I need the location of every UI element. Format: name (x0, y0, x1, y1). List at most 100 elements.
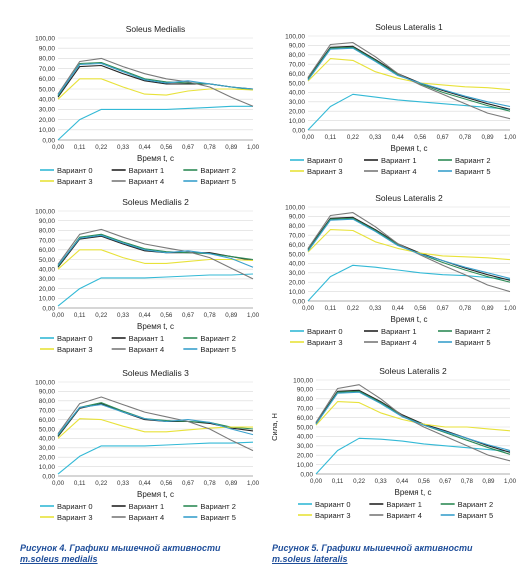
y-tick-label: 50,00 (289, 251, 306, 258)
x-tick-label: 0,22 (95, 312, 108, 319)
x-tick-label: 0,00 (52, 480, 65, 487)
legend-label: Вариант 5 (200, 345, 236, 354)
caption-figure-5-line1: Рисунок 5. Графики мышечной активности (272, 543, 473, 553)
x-tick-label: 0,78 (204, 480, 217, 487)
y-tick-label: 70,00 (39, 237, 56, 244)
y-tick-label: 60,00 (39, 417, 56, 424)
x-tick-label: 0,67 (437, 305, 450, 312)
y-tick-label: 60,00 (289, 242, 306, 249)
series-line (307, 45, 511, 110)
x-tick-label: 0,89 (482, 478, 495, 485)
series-line (307, 264, 511, 302)
y-tick-label: 100,00 (285, 204, 305, 211)
x-tick-label: 0,11 (325, 134, 337, 141)
y-tick-label: 20,00 (39, 455, 56, 462)
legend-label: Вариант 2 (200, 166, 236, 175)
y-tick-label: 10,00 (289, 118, 306, 125)
y-tick-label: 80,00 (39, 228, 56, 235)
x-tick-label: 0,33 (117, 480, 130, 487)
y-tick-label: 60,00 (39, 247, 56, 254)
legend-label: Вариант 4 (129, 345, 165, 354)
y-tick-label: 100,00 (35, 35, 55, 42)
y-tick-label: 50,00 (297, 424, 314, 431)
y-tick-label: 20,00 (39, 286, 56, 293)
x-tick-label: 0,00 (52, 144, 65, 151)
y-tick-label: 50,00 (39, 426, 56, 433)
y-tick-label: 100,00 (285, 33, 305, 40)
legend-label: Вариант 4 (381, 338, 417, 347)
x-tick-label: 0,33 (369, 305, 382, 312)
chart-soleus-lateralis-2: Soleus Lateralis 2 0,00 10,00 20,00 30,00 40,… (285, 193, 516, 347)
legend-label: Вариант 3 (57, 513, 93, 522)
series-line (57, 62, 254, 96)
y-tick-label: 50,00 (39, 86, 56, 93)
y-tick-label: 10,00 (39, 127, 56, 134)
y-tick-label: 10,00 (39, 464, 56, 471)
x-tick-label: 0,89 (482, 134, 495, 141)
x-tick-label: 0,56 (160, 144, 173, 151)
legend-label: Вариант 2 (455, 156, 491, 165)
legend-label: Вариант 4 (129, 177, 165, 186)
y-tick-label: 0,00 (42, 305, 55, 312)
series-line (315, 401, 511, 432)
x-tick-label: 0,33 (369, 134, 382, 141)
y-tick-label: 10,00 (297, 462, 314, 469)
y-tick-label: 70,00 (39, 408, 56, 415)
x-tick-label: 1,00 (247, 144, 260, 151)
series-line (307, 216, 511, 281)
y-tick-label: 60,00 (297, 415, 314, 422)
legend-label: Вариант 1 (129, 334, 165, 343)
chart-soleus-medialis: Soleus Medialis 0,00 10,00 20,00 30,00 40,00 5… (35, 24, 260, 186)
series-line (57, 396, 254, 452)
x-tick-label: 0,11 (74, 312, 86, 319)
y-tick-label: 40,00 (39, 97, 56, 104)
legend-label: Вариант 0 (57, 166, 93, 175)
y-tick-label: 70,00 (39, 66, 56, 73)
legend-label: Вариант 4 (129, 513, 165, 522)
legend-label: Вариант 1 (129, 166, 165, 175)
x-tick-label: 1,00 (247, 480, 260, 487)
legend-label: Вариант 2 (200, 502, 236, 511)
x-tick-label: 0,33 (117, 312, 130, 319)
x-tick-label: 0,89 (225, 312, 238, 319)
legend-label: Вариант 5 (458, 511, 494, 520)
series-line (307, 212, 511, 293)
caption-figure-5: Рисунок 5. Графики мышечной активности m… (272, 543, 522, 565)
x-tick-label: 0,67 (182, 312, 195, 319)
series-line (315, 390, 511, 455)
x-tick-label: 0,22 (347, 305, 360, 312)
legend-label: Вариант 1 (129, 502, 165, 511)
legend-label: Вариант 5 (455, 338, 491, 347)
y-tick-label: 30,00 (297, 443, 314, 450)
x-tick-label: 0,44 (139, 312, 152, 319)
x-tick-label: 0,11 (74, 144, 86, 151)
x-tick-label: 0,44 (139, 144, 152, 151)
legend-label: Вариант 5 (200, 513, 236, 522)
x-tick-label: 0,00 (52, 312, 65, 319)
x-tick-label: 0,22 (95, 144, 108, 151)
series-line (57, 78, 254, 100)
y-tick-label: 50,00 (289, 80, 306, 87)
series-line (315, 437, 511, 475)
y-tick-label: 90,00 (289, 43, 306, 50)
x-tick-label: 0,00 (302, 134, 315, 141)
chart-soleus-medialis-2: Soleus Medialis 2 0,00 10,00 20,00 30,00 40,0… (35, 197, 260, 354)
x-tick-label: 1,00 (247, 312, 260, 319)
x-axis-label: Время t, с (391, 315, 428, 324)
y-tick-label: 20,00 (289, 280, 306, 287)
legend-label: Вариант 5 (455, 167, 491, 176)
x-tick-label: 0,22 (353, 478, 366, 485)
x-tick-label: 0,22 (95, 480, 108, 487)
y-tick-label: 100,00 (35, 208, 55, 215)
x-tick-label: 0,78 (204, 312, 217, 319)
y-tick-label: 70,00 (289, 62, 306, 69)
chart-soleus-medialis-3: Soleus Medialis 3 0,00 10,00 20,00 30,00 40,0… (35, 368, 260, 522)
x-tick-label: 0,44 (392, 305, 405, 312)
y-tick-label: 80,00 (297, 396, 314, 403)
caption-figure-4-line2: m.soleus medialis (20, 554, 98, 564)
y-tick-label: 90,00 (289, 214, 306, 221)
x-tick-label: 0,67 (182, 480, 195, 487)
legend-label: Вариант 0 (57, 334, 93, 343)
y-tick-label: 40,00 (297, 434, 314, 441)
chart-title: Soleus Medialis (126, 24, 186, 34)
